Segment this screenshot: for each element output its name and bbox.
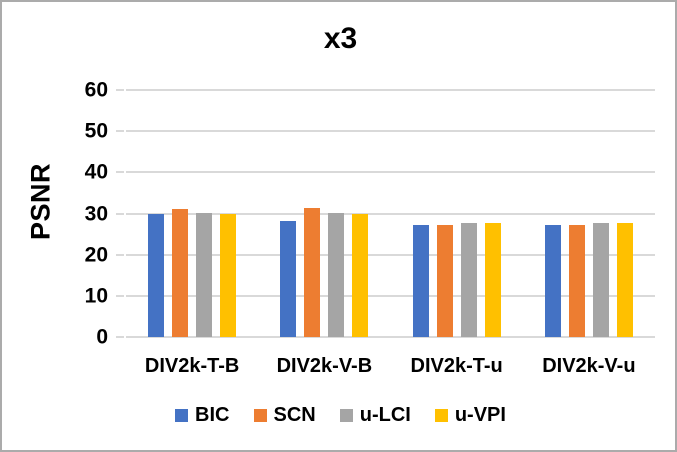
legend-label-u-lci: u-LCI <box>359 404 411 426</box>
y-tick-mark-10 <box>116 294 124 297</box>
legend-item-u-lci: u-LCI <box>339 404 411 427</box>
gridline-50 <box>126 130 655 133</box>
bar-u-vpi-div2k-v-u <box>616 223 633 337</box>
legend-item-scn: SCN <box>253 404 316 427</box>
bar-scn-div2k-t-b <box>172 209 189 337</box>
x-category-label-div2k-v-b: DIV2k-V-B <box>276 355 373 377</box>
x-category-label-div2k-t-b: DIV2k-T-B <box>144 355 240 377</box>
bar-group-div2k-v-b <box>258 90 390 337</box>
legend-swatch-u-vpi <box>434 409 448 422</box>
bar-group-div2k-t-u <box>391 90 523 337</box>
legend-swatch-scn <box>253 409 267 422</box>
y-tick-label-10: 10 <box>84 284 108 308</box>
bar-bic-div2k-t-u <box>412 224 429 337</box>
bar-u-lci-div2k-v-u <box>592 223 609 337</box>
y-tick-label-60: 60 <box>84 78 108 102</box>
y-tick-mark-0 <box>116 336 124 338</box>
y-tick-label-20: 20 <box>84 243 108 267</box>
gridline-30 <box>126 212 655 215</box>
bar-groups <box>126 90 655 337</box>
gridline-40 <box>126 171 655 174</box>
bar-u-vpi-div2k-v-b <box>352 213 369 337</box>
chart-title: x3 <box>323 22 358 55</box>
gridline-0 <box>126 336 655 338</box>
legend-item-u-vpi: u-VPI <box>434 404 506 427</box>
legend-label-scn: SCN <box>273 404 316 426</box>
legend-swatch-u-lci <box>339 409 353 422</box>
bar-u-lci-div2k-v-b <box>328 213 345 337</box>
gridline-60 <box>126 89 655 91</box>
bar-bic-div2k-v-u <box>544 224 561 337</box>
legend-item-bic: BIC <box>175 404 230 427</box>
bar-bic-div2k-v-b <box>280 220 297 337</box>
y-tick-label-40: 40 <box>84 160 108 184</box>
x-axis: DIV2k-T-B DIV2k-V-B DIV2k-T-u DIV2k-V-u <box>126 355 655 378</box>
y-tick-mark-60 <box>116 89 124 91</box>
y-tick-mark-20 <box>116 253 124 256</box>
bar-bic-div2k-t-b <box>148 214 165 337</box>
y-tick-label-50: 50 <box>84 119 108 143</box>
plot-area <box>126 89 655 338</box>
y-tick-mark-40 <box>116 171 124 174</box>
bar-u-vpi-div2k-t-u <box>484 223 501 337</box>
bar-u-lci-div2k-t-u <box>460 223 477 337</box>
x-category-label-div2k-v-u: DIV2k-V-u <box>542 355 636 377</box>
bar-u-vpi-div2k-t-b <box>220 213 237 337</box>
gridline-20 <box>126 253 655 256</box>
bar-scn-div2k-v-b <box>304 208 321 337</box>
y-tick-mark-50 <box>116 130 124 133</box>
legend-label-u-vpi: u-VPI <box>454 404 506 426</box>
bar-u-lci-div2k-t-b <box>196 213 213 337</box>
bar-group-div2k-t-b <box>126 90 258 337</box>
bar-scn-div2k-v-u <box>568 224 585 337</box>
bar-group-div2k-v-u <box>523 90 655 337</box>
legend-label-bic: BIC <box>195 404 230 426</box>
y-tick-label-30: 30 <box>84 202 108 225</box>
x-category-label-div2k-t-u: DIV2k-T-u <box>410 355 503 377</box>
gridline-10 <box>126 294 655 297</box>
bar-scn-div2k-t-u <box>436 224 453 337</box>
y-tick-mark-30 <box>116 212 124 215</box>
legend: BIC SCN u-LCI u-VPI <box>2 404 675 427</box>
y-axis: 0 10 20 30 40 50 60 <box>2 80 108 348</box>
legend-swatch-bic <box>175 409 189 422</box>
y-tick-label-0: 0 <box>96 325 108 349</box>
